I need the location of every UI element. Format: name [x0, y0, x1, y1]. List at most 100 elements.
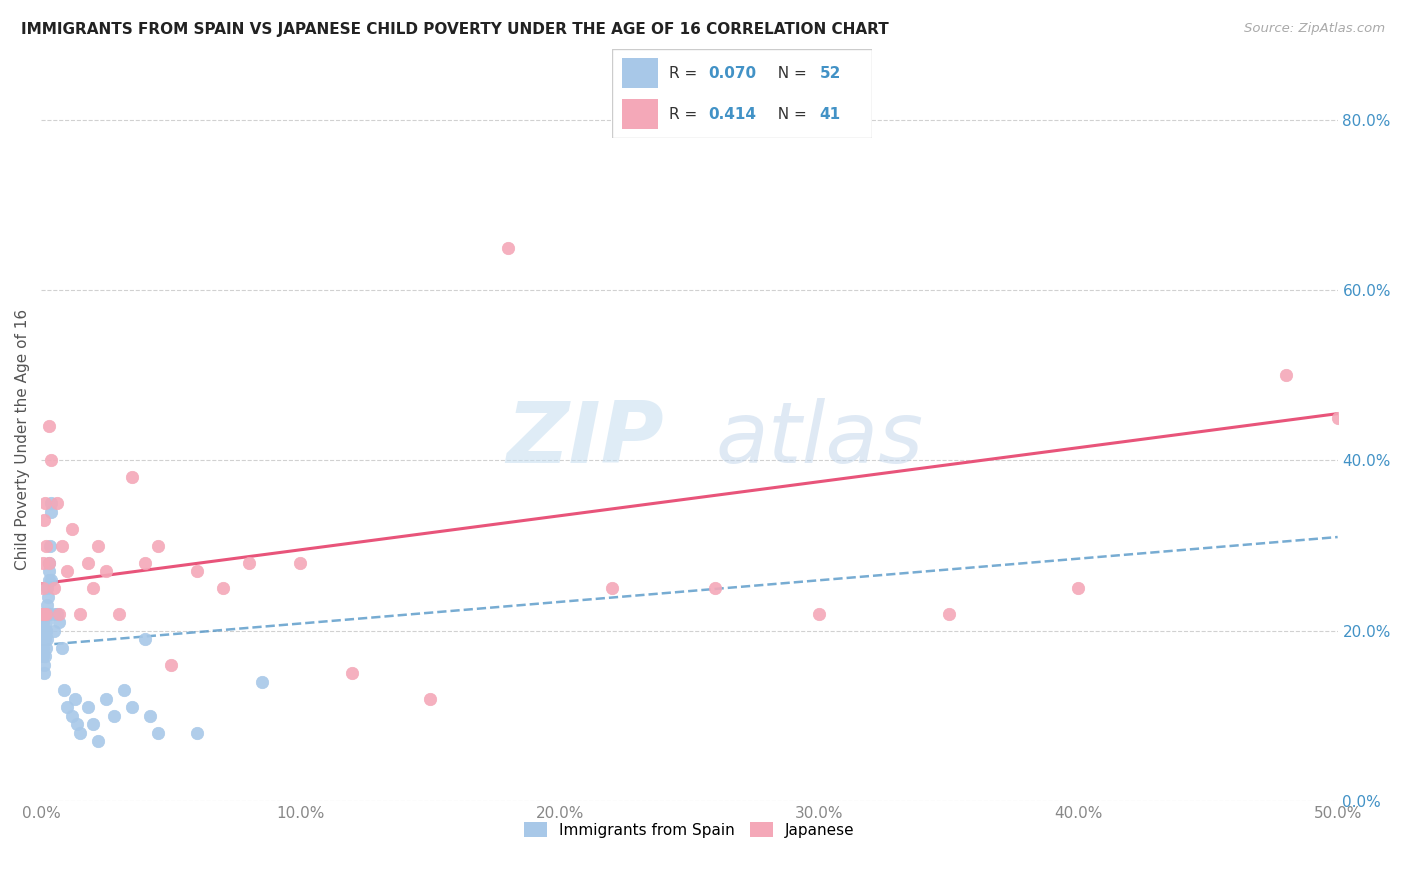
Point: [53, 683, 76, 698]
Text: 0.070: 0.070: [707, 66, 756, 80]
Point: [31, 607, 53, 621]
Point: [159, 657, 181, 672]
Point: [87, 734, 110, 748]
Point: [76, 556, 98, 570]
Point: [1326, 410, 1348, 425]
Point: [42, 624, 65, 638]
Point: [35, 607, 58, 621]
Point: [45, 607, 67, 621]
Point: [238, 556, 260, 570]
Point: [32, 624, 55, 638]
Point: [41, 573, 63, 587]
Point: [32, 513, 55, 527]
Point: [35, 640, 58, 655]
Point: [186, 726, 208, 740]
Point: [37, 598, 59, 612]
Point: [34, 666, 56, 681]
Point: [41, 496, 63, 510]
Point: [38, 419, 60, 434]
Point: [808, 607, 831, 621]
Point: [37, 590, 59, 604]
Point: [38, 556, 60, 570]
Point: [31, 649, 53, 664]
Point: [38, 573, 60, 587]
Point: [32, 657, 55, 672]
Point: [31, 624, 53, 638]
Point: [146, 726, 169, 740]
Point: [1274, 368, 1296, 383]
Point: [34, 624, 56, 638]
Point: [48, 607, 70, 621]
Point: [60, 522, 83, 536]
Point: [34, 632, 56, 647]
Point: [250, 674, 273, 689]
Text: 0.414: 0.414: [707, 107, 756, 121]
Point: [211, 581, 233, 595]
Point: [103, 708, 125, 723]
Point: [94, 691, 117, 706]
Point: [56, 700, 79, 714]
Text: R =: R =: [669, 107, 702, 121]
Point: [34, 496, 56, 510]
Point: [38, 607, 60, 621]
Point: [35, 615, 58, 629]
Point: [1067, 581, 1090, 595]
Point: [146, 539, 169, 553]
Bar: [621, 58, 658, 88]
Point: [60, 708, 83, 723]
Point: [87, 539, 110, 553]
Point: [121, 470, 143, 484]
Text: IMMIGRANTS FROM SPAIN VS JAPANESE CHILD POVERTY UNDER THE AGE OF 16 CORRELATION : IMMIGRANTS FROM SPAIN VS JAPANESE CHILD …: [21, 22, 889, 37]
Point: [31, 632, 53, 647]
Point: [69, 607, 91, 621]
Point: [32, 607, 55, 621]
Point: [704, 581, 727, 595]
Point: [600, 581, 623, 595]
Point: [134, 556, 156, 570]
Text: 41: 41: [820, 107, 841, 121]
Y-axis label: Child Poverty Under the Age of 16: Child Poverty Under the Age of 16: [15, 309, 30, 570]
Point: [35, 581, 58, 595]
Point: [112, 683, 135, 698]
Point: [69, 726, 91, 740]
Point: [42, 581, 65, 595]
Legend: Immigrants from Spain, Japanese: Immigrants from Spain, Japanese: [517, 815, 860, 844]
Point: [186, 564, 208, 578]
Point: [56, 564, 79, 578]
Point: [496, 241, 519, 255]
Text: 52: 52: [820, 66, 841, 80]
Point: [51, 640, 73, 655]
Point: [32, 607, 55, 621]
Point: [35, 607, 58, 621]
Point: [76, 700, 98, 714]
Point: [32, 640, 55, 655]
Text: atlas: atlas: [716, 398, 924, 481]
Point: [34, 607, 56, 621]
Point: [108, 607, 131, 621]
Point: [342, 666, 364, 681]
Point: [51, 539, 73, 553]
Bar: [621, 99, 658, 129]
Point: [419, 691, 441, 706]
Point: [31, 581, 53, 595]
Point: [82, 581, 104, 595]
Point: [45, 496, 67, 510]
Point: [34, 649, 56, 664]
Point: [63, 691, 86, 706]
Text: Source: ZipAtlas.com: Source: ZipAtlas.com: [1244, 22, 1385, 36]
Point: [35, 632, 58, 647]
Point: [41, 504, 63, 518]
Point: [32, 615, 55, 629]
Point: [38, 564, 60, 578]
Point: [41, 453, 63, 467]
Point: [94, 564, 117, 578]
Text: N =: N =: [768, 107, 811, 121]
Text: N =: N =: [768, 66, 811, 80]
Point: [35, 624, 58, 638]
Text: ZIP: ZIP: [506, 398, 664, 481]
Point: [32, 556, 55, 570]
Point: [66, 717, 89, 731]
Point: [82, 717, 104, 731]
Point: [48, 615, 70, 629]
Point: [39, 539, 62, 553]
